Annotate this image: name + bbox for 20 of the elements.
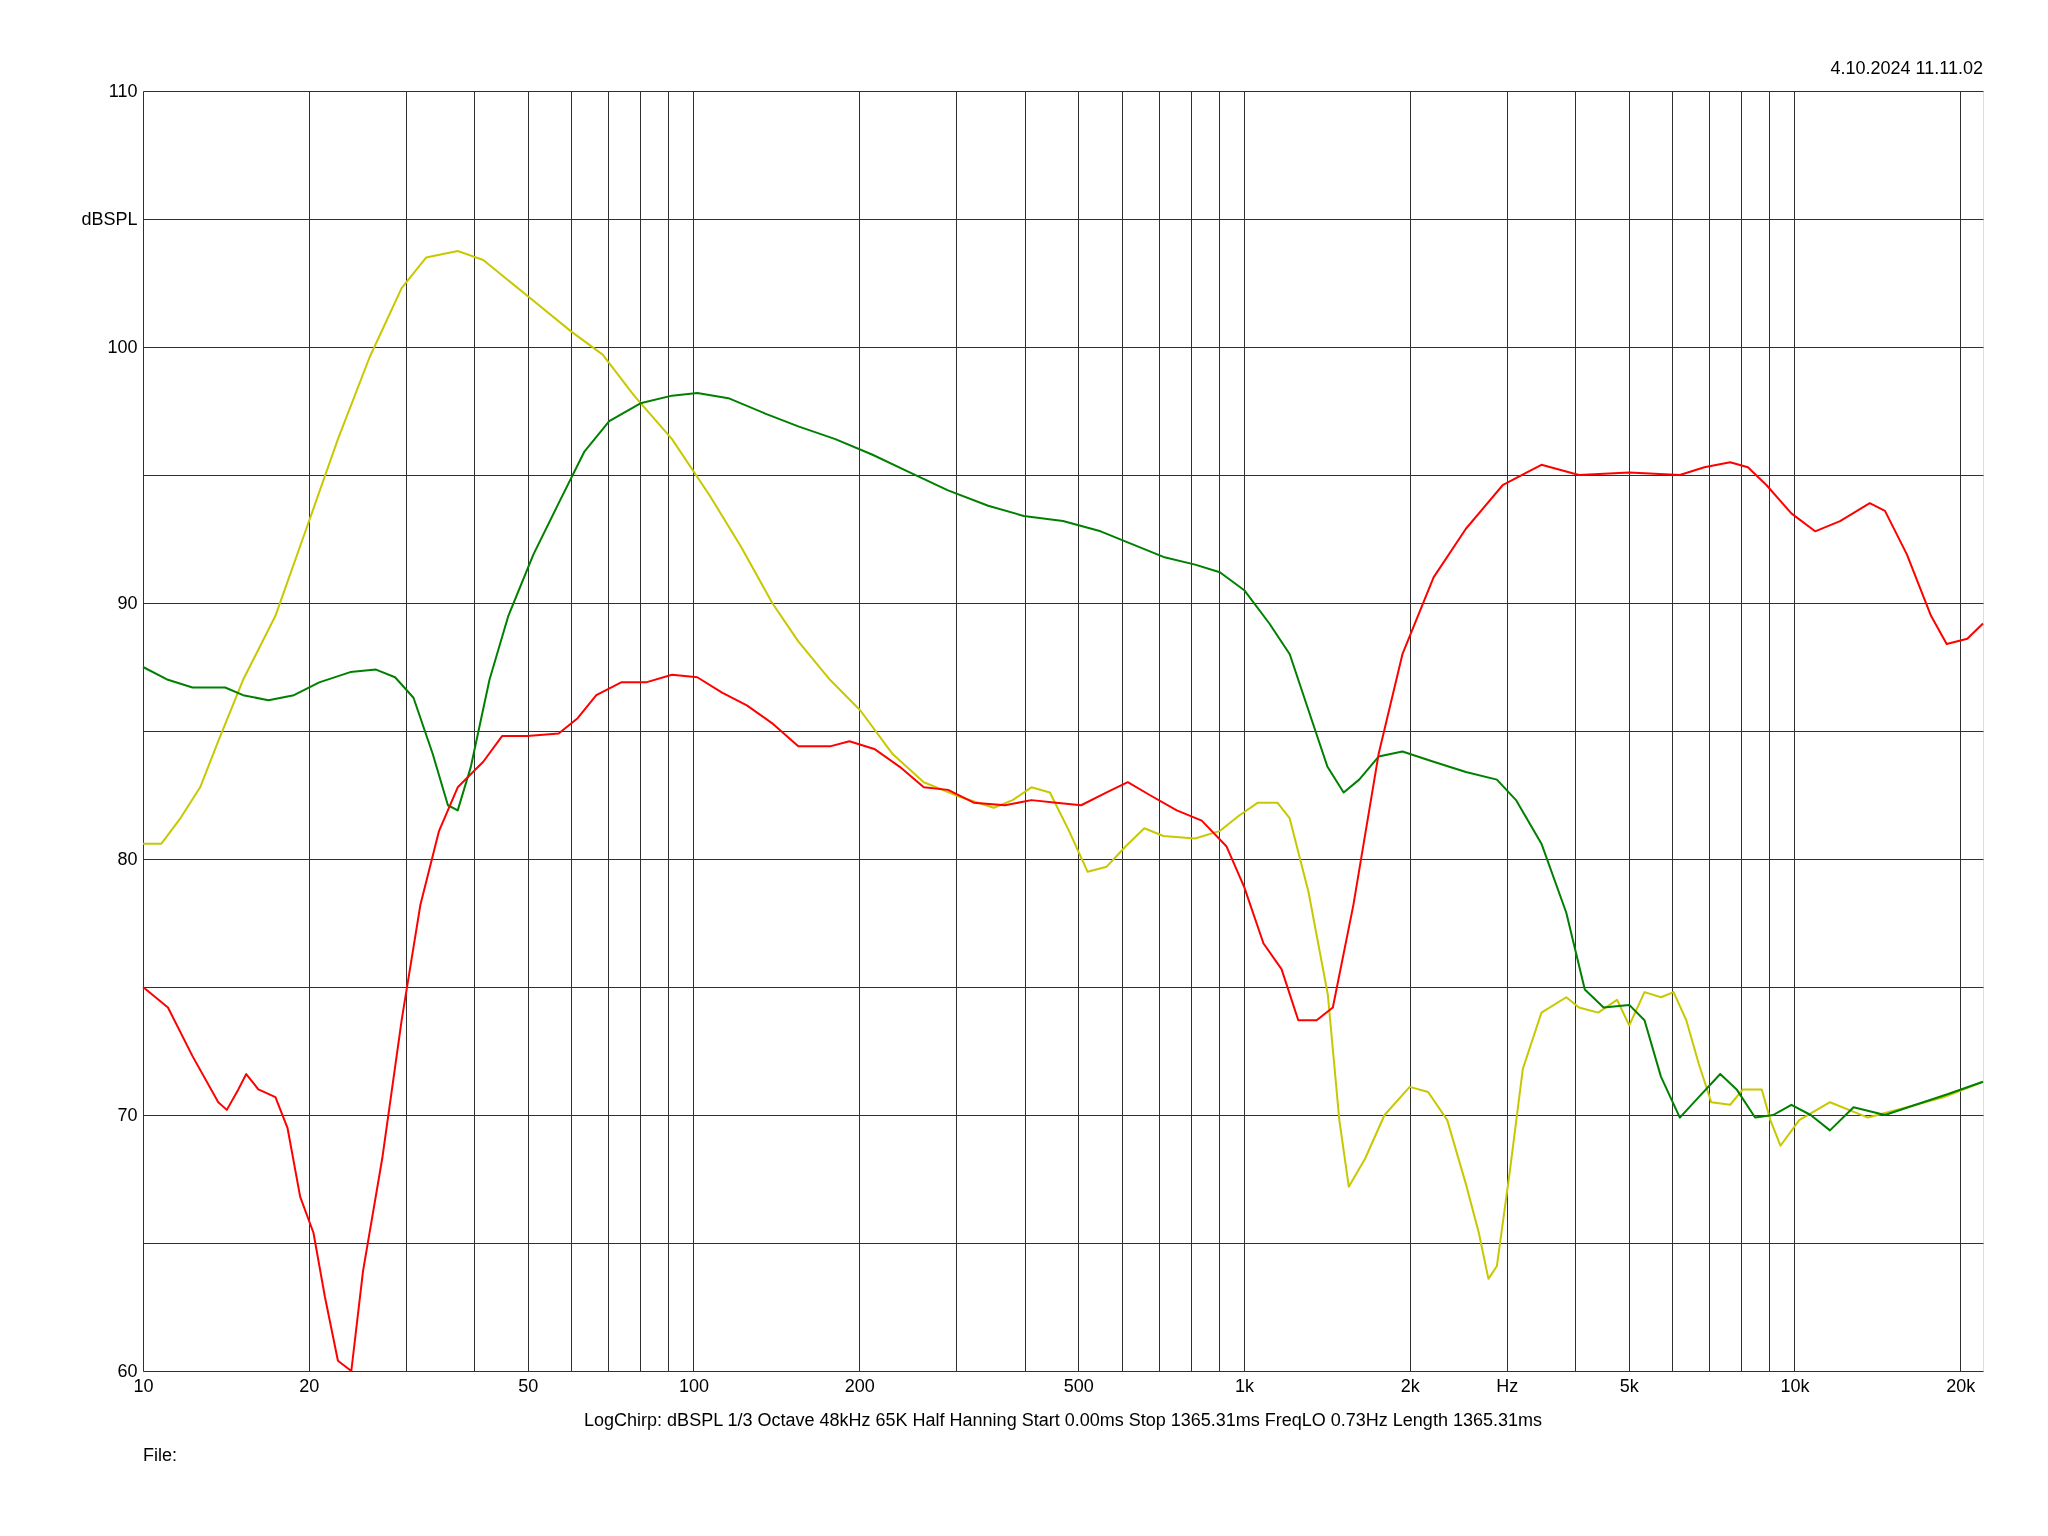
y-tick-label: 90 xyxy=(117,592,138,613)
y-tick-label: 100 xyxy=(107,336,138,357)
text: LogChirp: dBSPL 1/3 Octave 48kHz 65K Half Hanning Start 0.00ms Stop 1365.31ms FreqLO 0.73Hz Length 1365.31ms xyxy=(584,1410,1542,1430)
x-tick-label: 20 xyxy=(299,1375,320,1396)
text: File: xyxy=(143,1445,178,1465)
x-tick-label: 1k xyxy=(1234,1375,1255,1396)
x-tick-label: 50 xyxy=(518,1375,539,1396)
y-tick-label: dBSPL xyxy=(81,208,138,229)
x-tick-label: 5k xyxy=(1619,1375,1640,1396)
y-tick-label: 110 xyxy=(108,80,138,101)
x-tick-label: 500 xyxy=(1063,1375,1094,1396)
x-tick-label: 100 xyxy=(678,1375,710,1396)
x-tick-label: 10k xyxy=(1780,1375,1811,1396)
x-tick-label: Hz xyxy=(1496,1375,1519,1396)
y-tick-label: 80 xyxy=(117,848,138,869)
x-tick-label: 2k xyxy=(1400,1375,1421,1396)
x-tick-label: 200 xyxy=(844,1375,875,1396)
text: 4.10.2024 11.11.02 xyxy=(1830,58,1983,78)
x-tick-label: 20k xyxy=(1946,1375,1977,1396)
y-tick-label: 70 xyxy=(117,1104,138,1125)
